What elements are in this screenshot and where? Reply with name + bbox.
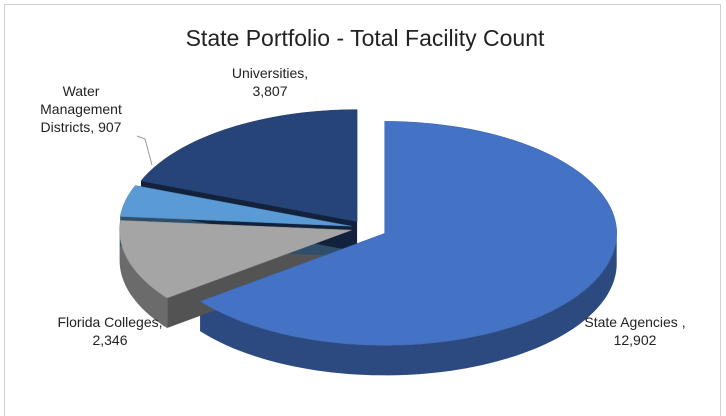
category-label: Water Management Districts,	[40, 83, 122, 135]
value-label: 2,346	[92, 332, 128, 348]
slice	[140, 109, 358, 222]
category-label: Florida Colleges,	[57, 314, 163, 330]
leader-line	[136, 135, 153, 166]
label-0: State Agencies , 12,902	[560, 313, 710, 349]
slice	[119, 185, 352, 227]
label-1: Florida Colleges, 2,346	[35, 313, 185, 349]
slice-side	[200, 233, 617, 376]
slice	[199, 121, 617, 346]
value-label: 907	[98, 119, 122, 135]
category-label: State Agencies ,	[584, 314, 686, 330]
pie	[119, 109, 617, 376]
slice-side	[119, 230, 168, 328]
value-label: 3,807	[252, 83, 288, 99]
label-2: Water Management Districts, 907	[22, 82, 140, 136]
chart-title: State Portfolio - Total Facility Count	[186, 25, 545, 51]
category-label: Universities,	[231, 65, 309, 81]
value-label: 12,902	[613, 332, 657, 348]
slice	[119, 220, 352, 299]
label-3: Universities, 3,807	[205, 64, 335, 100]
chart-frame	[4, 4, 721, 416]
